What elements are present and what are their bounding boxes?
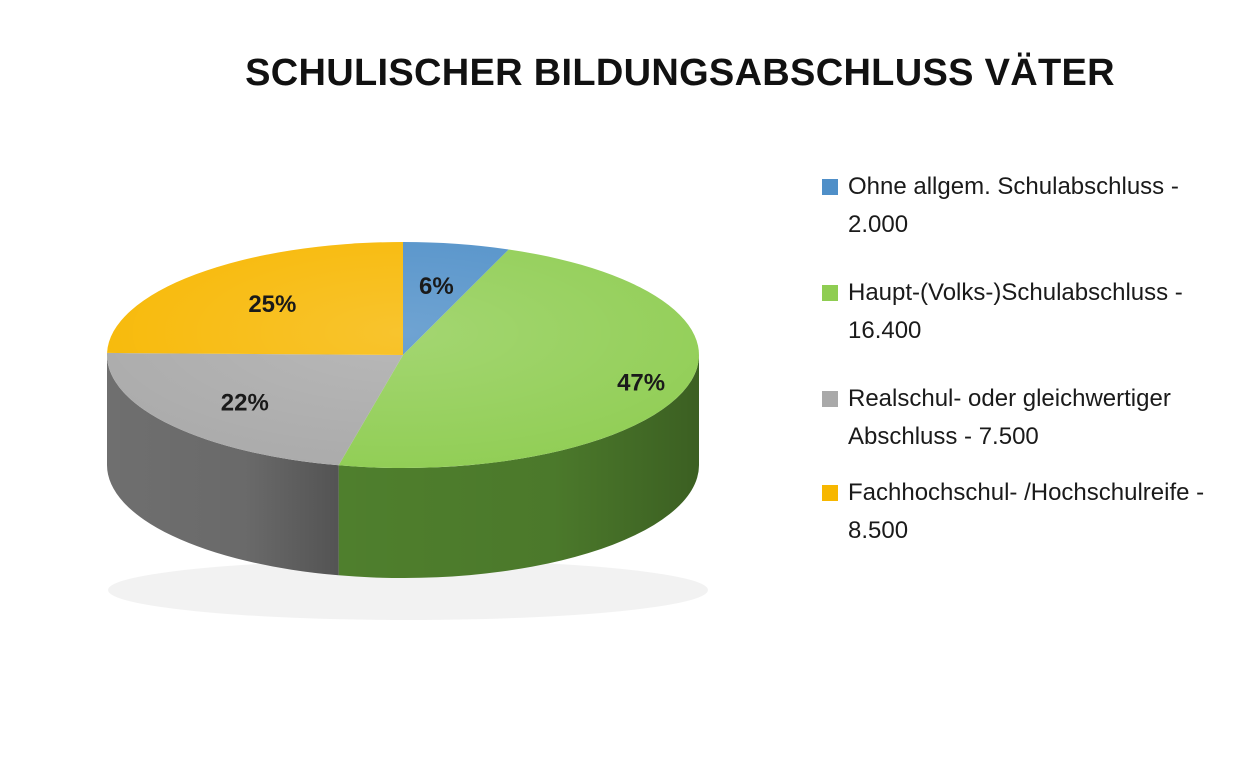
legend: Ohne allgem. Schulabschluss - 2.000 Haup… (820, 168, 1240, 580)
pie-label-hauptschulabschluss: 47% (617, 369, 665, 396)
legend-item-ohne-schulabschluss: Ohne allgem. Schulabschluss - 2.000 (820, 168, 1240, 244)
chart-title: SCHULISCHER BILDUNGSABSCHLUSS VÄTER (245, 52, 1115, 94)
legend-swatch (822, 485, 838, 501)
legend-item-hauptschulabschluss: Haupt-(Volks-)Schulabschluss - 16.400 (820, 274, 1240, 350)
legend-label: Ohne allgem. Schulabschluss - 2.000 (848, 173, 1179, 238)
pie-label-ohne-schulabschluss: 6% (419, 273, 454, 300)
legend-swatch (822, 285, 838, 301)
pie-shadow (108, 560, 708, 620)
pie-label-hochschulreife: 25% (248, 291, 296, 318)
pie-side-shade (107, 355, 339, 576)
legend-swatch (822, 391, 838, 407)
pie-label-realschulabschluss: 22% (221, 390, 269, 417)
legend-item-hochschulreife: Fachhochschul- /Hochschulreife - 8.500 (820, 474, 1240, 550)
legend-label: Fachhochschul- /Hochschulreife - 8.500 (848, 479, 1205, 544)
legend-label: Realschul- oder gleichwertiger Abschluss… (848, 385, 1171, 450)
legend-swatch (822, 179, 838, 195)
pie-side-shade (338, 355, 699, 578)
legend-label: Haupt-(Volks-)Schulabschluss - 16.400 (848, 279, 1183, 344)
pie-top-highlight (107, 242, 699, 468)
legend-item-realschulabschluss: Realschul- oder gleichwertiger Abschluss… (820, 380, 1240, 456)
